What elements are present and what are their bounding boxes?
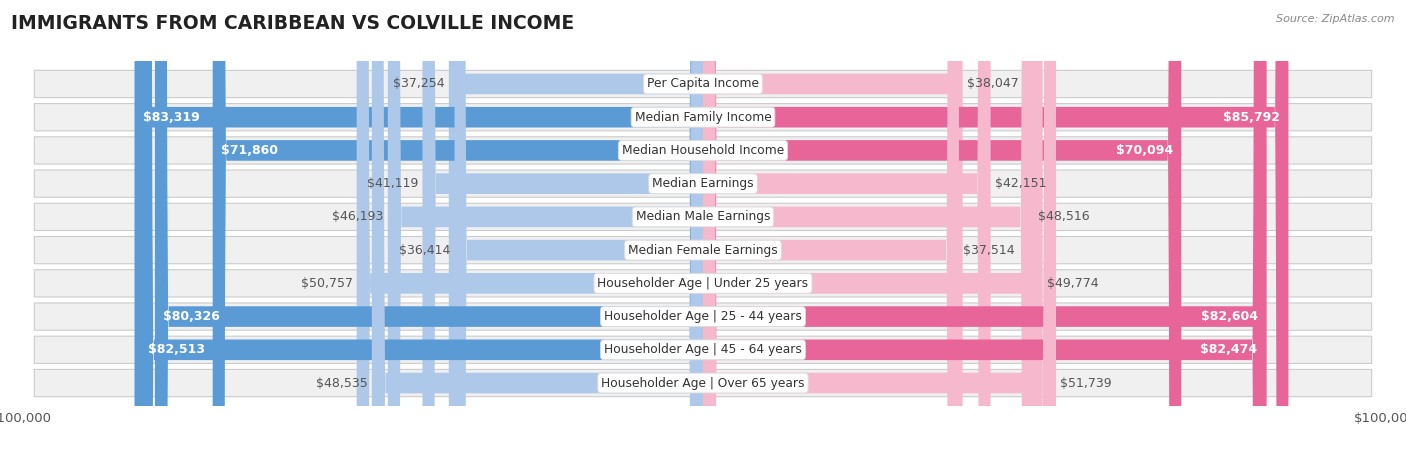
FancyBboxPatch shape: [454, 0, 703, 467]
FancyBboxPatch shape: [34, 104, 1372, 131]
Text: $70,094: $70,094: [1116, 144, 1173, 157]
Text: Householder Age | Over 65 years: Householder Age | Over 65 years: [602, 376, 804, 389]
Text: Median Earnings: Median Earnings: [652, 177, 754, 190]
FancyBboxPatch shape: [155, 0, 703, 467]
Text: $50,757: $50,757: [301, 277, 353, 290]
FancyBboxPatch shape: [703, 0, 1056, 467]
FancyBboxPatch shape: [141, 0, 703, 467]
Text: Median Family Income: Median Family Income: [634, 111, 772, 124]
Text: $82,474: $82,474: [1201, 343, 1257, 356]
FancyBboxPatch shape: [34, 303, 1372, 330]
Text: $49,774: $49,774: [1046, 277, 1098, 290]
FancyBboxPatch shape: [388, 0, 703, 467]
Text: IMMIGRANTS FROM CARIBBEAN VS COLVILLE INCOME: IMMIGRANTS FROM CARIBBEAN VS COLVILLE IN…: [11, 14, 575, 33]
FancyBboxPatch shape: [357, 0, 703, 467]
FancyBboxPatch shape: [703, 0, 1267, 467]
FancyBboxPatch shape: [371, 0, 703, 467]
Text: Householder Age | 45 - 64 years: Householder Age | 45 - 64 years: [605, 343, 801, 356]
FancyBboxPatch shape: [34, 137, 1372, 164]
FancyBboxPatch shape: [34, 369, 1372, 396]
FancyBboxPatch shape: [422, 0, 703, 467]
FancyBboxPatch shape: [34, 203, 1372, 231]
Text: Median Household Income: Median Household Income: [621, 144, 785, 157]
Text: Per Capita Income: Per Capita Income: [647, 78, 759, 91]
Text: $82,513: $82,513: [148, 343, 205, 356]
Text: Median Male Earnings: Median Male Earnings: [636, 211, 770, 223]
FancyBboxPatch shape: [34, 170, 1372, 197]
Text: $46,193: $46,193: [332, 211, 384, 223]
Text: $82,604: $82,604: [1202, 310, 1258, 323]
Text: $36,414: $36,414: [399, 244, 450, 256]
FancyBboxPatch shape: [212, 0, 703, 467]
FancyBboxPatch shape: [34, 336, 1372, 363]
FancyBboxPatch shape: [703, 0, 1033, 467]
FancyBboxPatch shape: [34, 270, 1372, 297]
FancyBboxPatch shape: [34, 236, 1372, 264]
FancyBboxPatch shape: [703, 0, 1181, 467]
FancyBboxPatch shape: [703, 0, 1288, 467]
Text: $37,514: $37,514: [963, 244, 1015, 256]
FancyBboxPatch shape: [703, 0, 991, 467]
Text: Householder Age | 25 - 44 years: Householder Age | 25 - 44 years: [605, 310, 801, 323]
Text: $80,326: $80,326: [163, 310, 219, 323]
Text: $85,792: $85,792: [1223, 111, 1281, 124]
Text: Householder Age | Under 25 years: Householder Age | Under 25 years: [598, 277, 808, 290]
Text: $42,151: $42,151: [994, 177, 1046, 190]
Text: $37,254: $37,254: [394, 78, 444, 91]
Text: $83,319: $83,319: [142, 111, 200, 124]
Text: $71,860: $71,860: [221, 144, 278, 157]
Text: Median Female Earnings: Median Female Earnings: [628, 244, 778, 256]
FancyBboxPatch shape: [135, 0, 703, 467]
FancyBboxPatch shape: [703, 0, 1265, 467]
Text: $38,047: $38,047: [967, 78, 1018, 91]
Text: $51,739: $51,739: [1060, 376, 1112, 389]
FancyBboxPatch shape: [449, 0, 703, 467]
FancyBboxPatch shape: [703, 0, 1043, 467]
Text: $48,516: $48,516: [1038, 211, 1090, 223]
FancyBboxPatch shape: [703, 0, 963, 467]
FancyBboxPatch shape: [34, 71, 1372, 98]
Text: Source: ZipAtlas.com: Source: ZipAtlas.com: [1277, 14, 1395, 24]
FancyBboxPatch shape: [703, 0, 959, 467]
Text: $48,535: $48,535: [316, 376, 368, 389]
Text: $41,119: $41,119: [367, 177, 419, 190]
